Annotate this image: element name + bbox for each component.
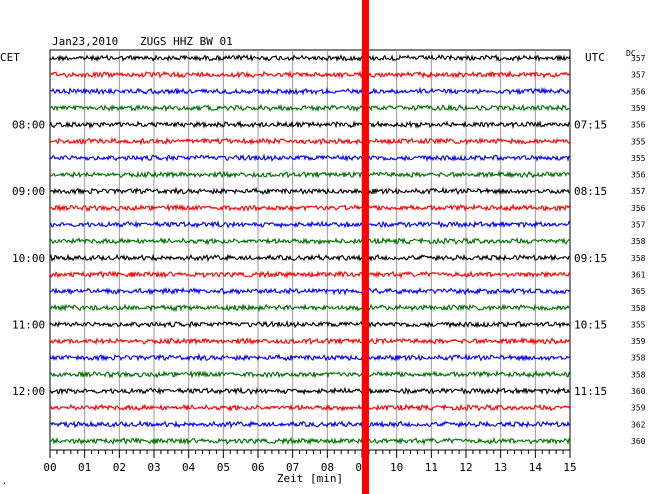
corner-mark: ·	[2, 479, 7, 488]
x-tick-label: 05	[217, 461, 230, 474]
trace-2	[49, 86, 571, 96]
dc-value: 360	[631, 387, 646, 396]
trace-14	[49, 286, 571, 296]
utc-label: 09:15	[574, 252, 607, 265]
x-tick-label: 15	[563, 461, 576, 474]
dc-value: 355	[631, 137, 646, 146]
cet-time-labels: 08:00 09:00 10:00 11:00 12:00	[12, 119, 45, 398]
trace-21	[49, 403, 571, 413]
utc-label: 08:15	[574, 185, 607, 198]
dc-value: 359	[631, 337, 646, 346]
cet-label: 11:00	[12, 318, 45, 331]
dc-values: 357 357 356 359 356 355 355 356 357 356 357 358 358 3…	[631, 54, 646, 446]
cet-label: 08:00	[12, 119, 45, 132]
header-station: ZUGS HHZ BW 01	[140, 35, 233, 48]
x-tick-label: 14	[529, 461, 543, 474]
dc-value: 365	[631, 287, 646, 296]
trace-22	[49, 419, 571, 429]
trace-1	[49, 70, 571, 80]
trace-9	[49, 203, 571, 213]
dc-value: 361	[631, 270, 646, 279]
x-axis-label: Zeit [min]	[277, 472, 343, 485]
cet-label: 09:00	[12, 185, 45, 198]
trace-19	[49, 369, 571, 379]
x-tick-label: 10	[390, 461, 403, 474]
dc-value: 362	[631, 420, 646, 429]
dc-label: DC	[626, 49, 636, 58]
x-tick-label: 13	[494, 461, 507, 474]
dc-value: 356	[631, 121, 646, 130]
dc-value: 358	[631, 370, 646, 379]
dc-value: 356	[631, 87, 646, 96]
event-marker-group	[361, 0, 369, 494]
dc-value: 355	[631, 320, 646, 329]
trace-10	[49, 219, 571, 229]
x-tick-label: 06	[251, 461, 264, 474]
x-tick-label: 02	[113, 461, 126, 474]
trace-15	[49, 303, 571, 313]
trace-11	[49, 236, 571, 246]
dc-value: 359	[631, 104, 646, 113]
plot-frame	[49, 49, 571, 451]
dc-value: 358	[631, 304, 646, 313]
trace-20	[49, 386, 571, 396]
event-marker	[361, 0, 369, 494]
left-zone-label: CET	[0, 51, 20, 64]
right-zone-label: UTC	[585, 51, 605, 64]
dc-value: 357	[631, 54, 646, 63]
x-tick-label: 03	[147, 461, 160, 474]
trace-16	[49, 319, 571, 329]
x-tick-label: 00	[43, 461, 56, 474]
x-tick-label: 04	[182, 461, 196, 474]
utc-label: 07:15	[574, 119, 607, 132]
traces	[49, 53, 571, 446]
utc-label: 11:15	[574, 385, 607, 398]
dc-value: 359	[631, 404, 646, 413]
dc-value: 360	[631, 437, 646, 446]
x-tick-label: 08	[321, 461, 334, 474]
x-tick-label: 12	[459, 461, 472, 474]
x-tick-label: 11	[425, 461, 438, 474]
dc-value: 358	[631, 237, 646, 246]
dc-value: 358	[631, 254, 646, 263]
trace-17	[49, 336, 571, 346]
trace-6	[49, 153, 571, 163]
header-date: Jan23,2010	[52, 35, 118, 48]
x-axis-tick-labels: 00010203040506070809101112131415	[43, 461, 576, 474]
trace-7	[49, 169, 571, 179]
x-tick-label: 07	[286, 461, 299, 474]
trace-13	[49, 270, 571, 280]
dc-value: 357	[631, 187, 646, 196]
dc-value: 357	[631, 71, 646, 80]
dc-value: 356	[631, 171, 646, 180]
trace-5	[49, 136, 571, 146]
x-axis-ticks	[49, 449, 571, 458]
utc-label: 10:15	[574, 318, 607, 331]
trace-3	[49, 103, 571, 113]
trace-4	[49, 120, 571, 130]
cet-label: 10:00	[12, 252, 45, 265]
dc-value: 355	[631, 154, 646, 163]
trace-23	[49, 436, 571, 446]
utc-time-labels: 07:15 08:15 09:15 10:15 11:15	[574, 119, 607, 398]
dc-value: 356	[631, 204, 646, 213]
trace-12	[49, 253, 571, 263]
cet-label: 12:00	[12, 385, 45, 398]
x-tick-label: 01	[78, 461, 91, 474]
dc-value: 358	[631, 354, 646, 363]
trace-0	[49, 53, 571, 63]
dc-value: 357	[631, 221, 646, 230]
trace-18	[49, 352, 571, 362]
minute-grid	[84, 50, 536, 450]
trace-8	[49, 186, 571, 196]
